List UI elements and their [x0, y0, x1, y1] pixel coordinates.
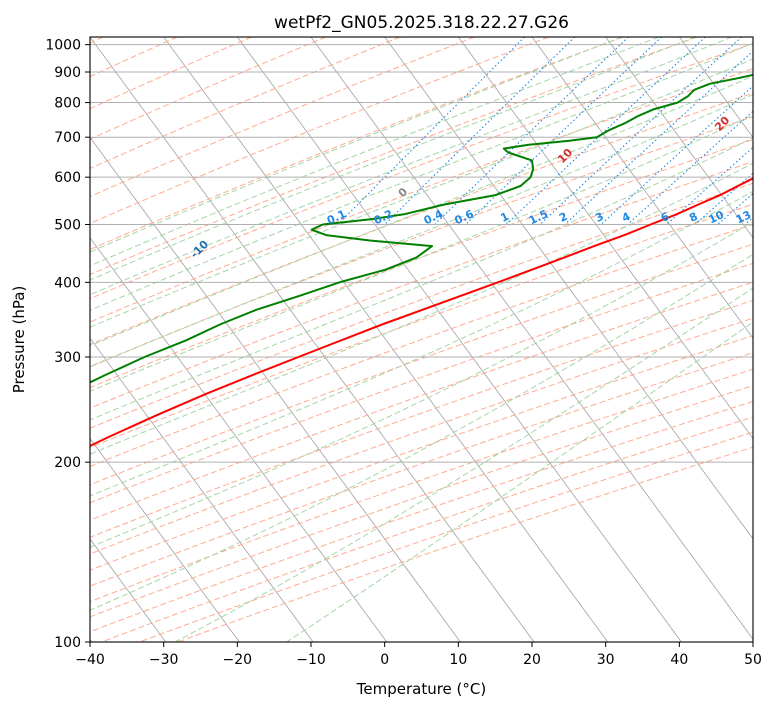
x-tick-label: 0: [380, 652, 389, 668]
isotherm-line: [310, 37, 753, 640]
y-tick-label: 900: [54, 65, 81, 81]
moist-adiabat-line: [90, 190, 753, 497]
isotherm-line: [90, 37, 535, 642]
y-axis-ticks: 100 200 300 400 500 600 700 800 900 1000: [45, 38, 90, 651]
moist-adiabat-line: [90, 162, 753, 455]
isotherm-line: [163, 37, 609, 642]
pressure-gridlines: [90, 44, 753, 642]
chart-title: wetPf2_GN05.2025.318.22.27.G26: [274, 13, 569, 33]
x-tick-label: 40: [670, 652, 688, 668]
moist-adiabat-line: [90, 93, 753, 368]
isotherm-line: [90, 337, 314, 642]
moist-adiabat-line: [90, 37, 696, 281]
dry-adiabat-line: [90, 385, 753, 618]
moist-adiabat-line: [90, 137, 753, 421]
isotherm-line: [384, 37, 753, 540]
dry-adiabat-line: [90, 182, 753, 429]
dry-adiabat-line: [90, 400, 753, 633]
y-tick-label: 400: [54, 275, 81, 291]
y-tick-label: 500: [54, 217, 81, 233]
plot-frame: [89, 36, 754, 643]
dry-adiabat-line: [90, 42, 753, 300]
moist-adiabat-line: [90, 42, 753, 311]
mixing-ratio-line: [337, 37, 525, 225]
isotherm-line: [90, 538, 167, 642]
dry-adiabat-lines: [90, 37, 753, 642]
y-tick-label: 600: [54, 170, 81, 186]
dewpoint-profile: [90, 73, 753, 384]
x-axis-label: Temperature (°C): [356, 680, 486, 698]
mixing-ratio-label: 13: [734, 208, 753, 226]
x-tick-label: 30: [597, 652, 615, 668]
dry-adiabat-line: [90, 317, 753, 555]
moist-adiabat-line: [90, 114, 753, 392]
dry-adiabat-line: [90, 92, 753, 346]
dry-adiabat-line: [90, 37, 401, 170]
x-tick-label: 50: [744, 652, 762, 668]
mixing-ratio-line: [627, 110, 753, 225]
x-tick-label: −20: [223, 652, 253, 668]
dry-adiabat-line: [90, 37, 475, 198]
y-axis-label: Pressure (hPa): [10, 286, 28, 394]
y-tick-label: 100: [54, 635, 81, 651]
isotherm-line: [236, 37, 682, 642]
moist-adiabat-line: [90, 58, 753, 328]
x-tick-label: 10: [449, 652, 467, 668]
mixing-ratio-lines: [337, 37, 753, 225]
isotherm-line: [457, 37, 753, 440]
x-tick-label: −10: [296, 652, 326, 668]
x-tick-label: −30: [149, 652, 179, 668]
dry-adiabat-line: [90, 335, 753, 571]
mixing-ratio-line: [600, 85, 753, 225]
dry-adiabat-line: [90, 161, 753, 409]
sounding-profiles: [90, 73, 753, 448]
dry-adiabat-line: [90, 299, 753, 538]
moist-adiabat-line: [90, 37, 732, 296]
x-tick-label: 20: [523, 652, 541, 668]
mixing-ratio-line: [505, 37, 706, 225]
dry-adiabat-line: [176, 446, 753, 642]
isotherm-line: [90, 236, 388, 642]
mixing-ratio-line: [434, 37, 629, 225]
dry-adiabat-line: [90, 223, 753, 467]
y-tick-label: 200: [54, 455, 81, 471]
y-tick-label: 700: [54, 130, 81, 146]
x-axis-ticks: −40 −30 −20 −10 0 10 20 30 40 50: [75, 642, 762, 668]
dry-adiabat-line: [90, 116, 753, 367]
y-tick-label: 800: [54, 96, 81, 112]
dry-adiabat-line: [100, 416, 753, 642]
x-tick-label: −40: [75, 652, 105, 668]
dry-adiabat-line: [90, 262, 753, 504]
moist-adiabat-line: [90, 37, 659, 267]
y-tick-label: 1000: [45, 38, 81, 54]
mixing-ratio-line: [694, 172, 753, 225]
isotherm-line: [605, 37, 753, 239]
mixing-ratio-line: [384, 37, 576, 225]
mixing-ratio-label: 10: [707, 208, 727, 226]
dry-adiabat-line: [90, 243, 753, 486]
dry-adiabat-line: [90, 138, 753, 389]
moist-adiabat-lines: [90, 37, 753, 642]
dry-adiabat-line: [90, 37, 549, 225]
y-tick-label: 300: [54, 350, 81, 366]
temperature-profile: [90, 177, 753, 448]
dry-adiabat-line: [90, 368, 753, 603]
